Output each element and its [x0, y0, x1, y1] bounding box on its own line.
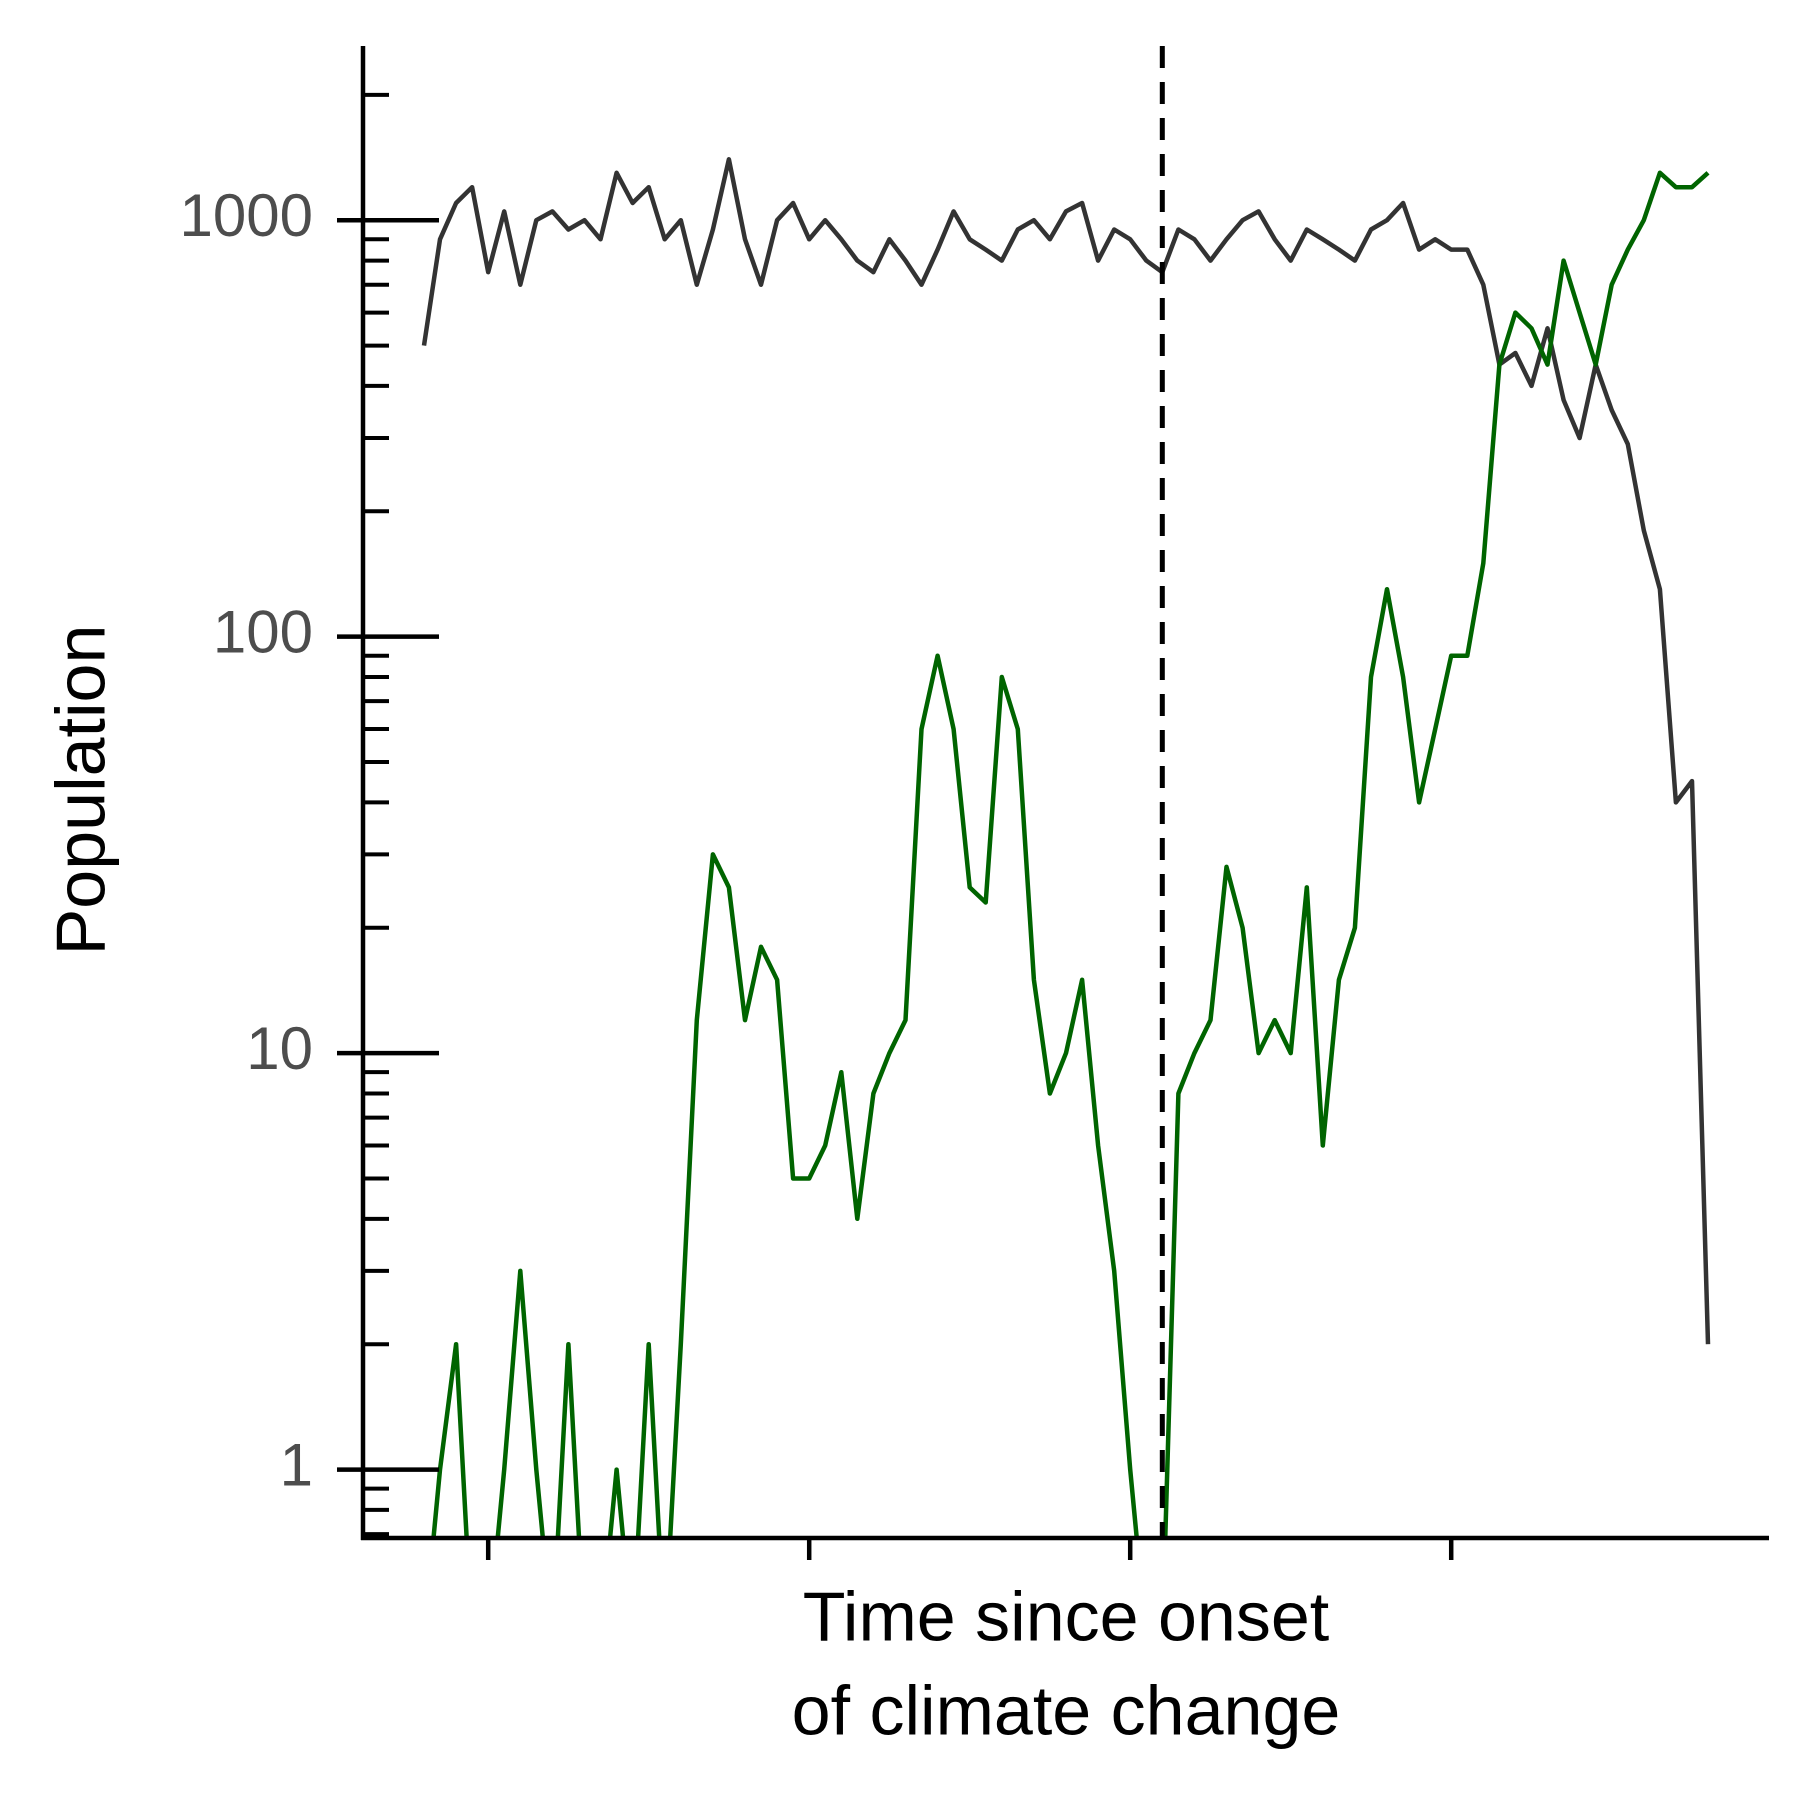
y-tick-label: 10 — [246, 1015, 313, 1082]
plot-area — [421, 157, 1711, 1538]
y-tick-label: 100 — [213, 599, 313, 666]
x-axis-label: Time since onset — [803, 1577, 1330, 1655]
line-series — [431, 170, 1710, 1538]
y-tick-label: 1 — [280, 1431, 313, 1498]
line-series — [421, 157, 1711, 1345]
y-tick-label: 1000 — [180, 182, 313, 249]
x-axis-label: of climate change — [792, 1671, 1341, 1749]
y-axis-label: Population — [41, 625, 119, 956]
